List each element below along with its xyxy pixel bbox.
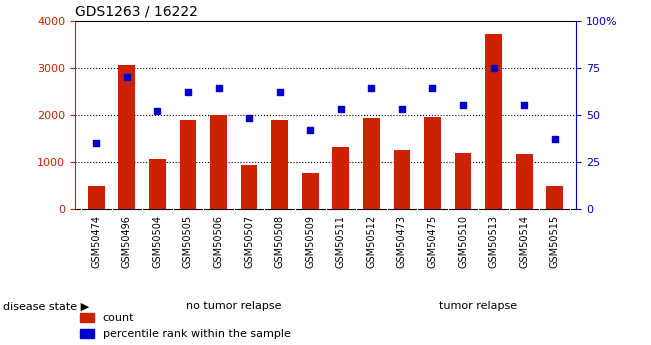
Bar <box>424 117 441 209</box>
Bar <box>118 65 135 209</box>
Point <box>183 89 193 95</box>
Bar <box>241 165 258 209</box>
Point <box>396 106 407 112</box>
Text: disease state ▶: disease state ▶ <box>3 301 89 311</box>
Point <box>91 140 102 146</box>
Text: GSM50506: GSM50506 <box>214 215 223 268</box>
Text: GSM50496: GSM50496 <box>122 215 132 268</box>
Legend: count, percentile rank within the sample: count, percentile rank within the sample <box>81 313 290 339</box>
Point <box>122 74 132 80</box>
Text: GDS1263 / 16222: GDS1263 / 16222 <box>75 4 198 18</box>
Point <box>275 89 285 95</box>
Point <box>519 102 529 108</box>
Bar <box>516 154 533 209</box>
Text: GSM50514: GSM50514 <box>519 215 529 268</box>
Bar <box>485 34 502 209</box>
Point <box>335 106 346 112</box>
Bar <box>454 153 471 209</box>
Text: GSM50512: GSM50512 <box>367 215 376 268</box>
Bar <box>333 147 349 209</box>
Point <box>152 108 163 114</box>
Bar <box>210 115 227 209</box>
Bar <box>363 118 380 209</box>
Text: GSM50507: GSM50507 <box>244 215 254 268</box>
Point <box>488 65 499 70</box>
Bar <box>180 120 197 209</box>
Bar <box>546 186 563 209</box>
Bar <box>271 120 288 209</box>
Bar <box>88 186 105 209</box>
Point <box>427 86 437 91</box>
Point <box>366 86 376 91</box>
Text: no tumor relapse: no tumor relapse <box>186 301 281 311</box>
Text: tumor relapse: tumor relapse <box>439 301 518 311</box>
Point <box>458 102 468 108</box>
Text: GSM50510: GSM50510 <box>458 215 468 268</box>
Text: GSM50475: GSM50475 <box>428 215 437 268</box>
Point <box>549 136 560 142</box>
Text: GSM50474: GSM50474 <box>91 215 102 268</box>
Text: GSM50473: GSM50473 <box>397 215 407 268</box>
Point <box>214 86 224 91</box>
Point <box>305 127 316 132</box>
Bar <box>393 150 410 209</box>
Text: GSM50504: GSM50504 <box>152 215 162 268</box>
Text: GSM50505: GSM50505 <box>183 215 193 268</box>
Text: GSM50511: GSM50511 <box>336 215 346 268</box>
Point <box>244 116 255 121</box>
Text: GSM50508: GSM50508 <box>275 215 284 268</box>
Bar <box>302 173 318 209</box>
Text: GSM50513: GSM50513 <box>489 215 499 268</box>
Text: GSM50515: GSM50515 <box>549 215 560 268</box>
Text: GSM50509: GSM50509 <box>305 215 315 268</box>
Bar <box>149 159 166 209</box>
